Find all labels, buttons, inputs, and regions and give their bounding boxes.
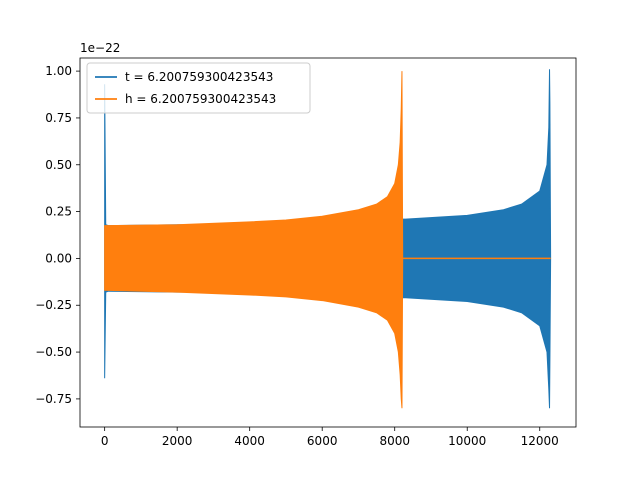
y-tick-label: 0.75 xyxy=(45,111,72,125)
y-tick-label: −0.75 xyxy=(35,392,72,406)
y-tick-label: −0.50 xyxy=(35,345,72,359)
legend-label: h = 6.200759300423543 xyxy=(125,92,276,106)
series-layer xyxy=(104,69,552,409)
series-1 xyxy=(104,71,551,409)
x-tick-label: 10000 xyxy=(448,434,486,448)
x-tick-label: 12000 xyxy=(521,434,559,448)
y-tick-label: 0.25 xyxy=(45,205,72,219)
legend-label: t = 6.200759300423543 xyxy=(125,70,273,84)
legend: t = 6.200759300423543 h = 6.2007593004235… xyxy=(86,62,311,114)
x-tick-label: 2000 xyxy=(162,434,193,448)
x-tick-label: 4000 xyxy=(234,434,265,448)
y-offset-label: 1e−22 xyxy=(80,41,120,55)
axes-layer: 0 2000 4000 6000 8000 10000 12000 1.00 0.75 0.50 0… xyxy=(35,57,577,448)
y-tick-label: 0.50 xyxy=(45,158,72,172)
y-tick-label: 0.00 xyxy=(45,251,72,265)
legend-box xyxy=(86,62,311,114)
x-tick-label: 8000 xyxy=(379,434,410,448)
x-tick-label: 0 xyxy=(101,434,109,448)
y-tick-label: −0.25 xyxy=(35,298,72,312)
x-tick-label: 6000 xyxy=(307,434,338,448)
axes-frame xyxy=(79,57,577,428)
y-tick-label: 1.00 xyxy=(45,64,72,78)
